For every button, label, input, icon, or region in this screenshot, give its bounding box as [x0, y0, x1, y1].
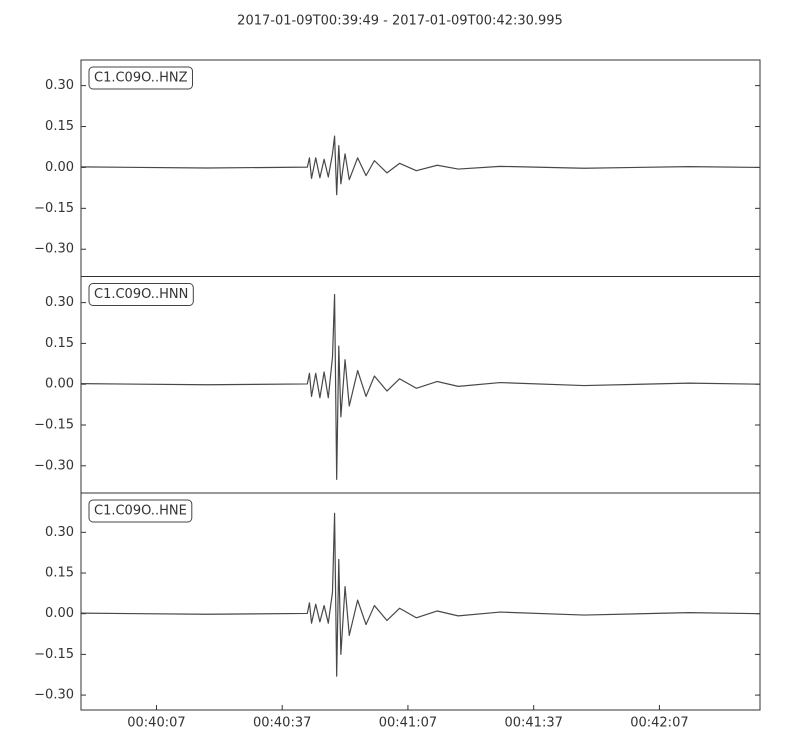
- y-tick-label: −0.15: [34, 418, 74, 433]
- trace-label-box: [88, 283, 194, 306]
- chart-title: 2017-01-09T00:39:49 - 2017-01-09T00:42:3…: [237, 14, 563, 29]
- y-tick-label: 0.15: [45, 336, 74, 351]
- y-tick-label: −0.15: [34, 201, 74, 216]
- y-tick-label: −0.30: [34, 688, 74, 703]
- trace-label: C1.C09O..HNE: [94, 504, 187, 519]
- y-tick-label: 0.15: [45, 566, 74, 581]
- y-tick-label: 0.30: [45, 78, 74, 93]
- waveform: [81, 293, 760, 480]
- y-tick-label: 0.00: [45, 377, 74, 392]
- x-tick-label: 00:40:07: [127, 716, 185, 731]
- y-tick-label: 0.15: [45, 119, 74, 134]
- y-tick-label: 0.00: [45, 606, 74, 621]
- x-tick-label: 00:42:07: [630, 716, 688, 731]
- panel-frame: [80, 492, 761, 711]
- waveform: [81, 512, 760, 677]
- x-tick-label: 00:41:37: [504, 716, 562, 731]
- y-tick-label: −0.30: [34, 242, 74, 257]
- trace-label: C1.C09O..HNZ: [94, 71, 188, 86]
- trace-label-box: [88, 66, 193, 90]
- y-tick-label: 0.00: [45, 160, 74, 175]
- y-tick-label: 0.30: [45, 295, 74, 310]
- trace-label: C1.C09O..HNN: [94, 287, 188, 302]
- x-tick-label: 00:40:37: [253, 716, 311, 731]
- y-tick-label: 0.30: [45, 525, 74, 540]
- y-tick-label: −0.30: [34, 458, 74, 473]
- y-tick-label: −0.15: [34, 647, 74, 662]
- trace-label-box: [88, 499, 193, 523]
- waveform: [81, 135, 760, 196]
- x-tick-label: 00:41:07: [379, 716, 437, 731]
